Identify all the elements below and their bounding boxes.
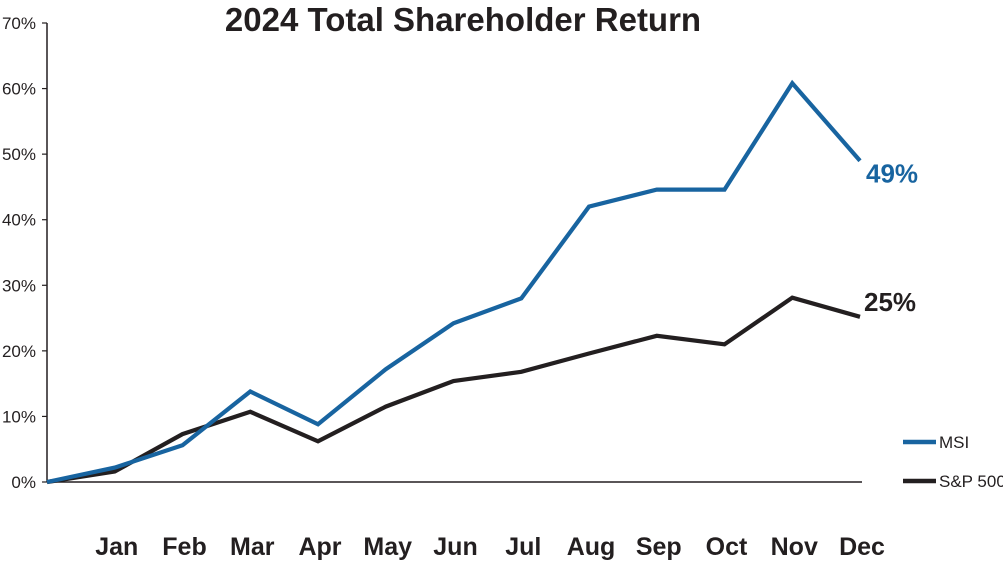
x-tick-label: Nov: [771, 533, 818, 561]
y-tick-label: 50%: [2, 145, 36, 164]
legend-label: S&P 500: [939, 472, 1003, 491]
y-tick-label: 30%: [2, 276, 36, 295]
x-axis: Jan Feb Mar Apr May Jun Jul Aug Sep Oct Nov Dec: [47, 481, 885, 561]
x-tick-label: Jul: [505, 533, 541, 561]
y-tick-label: 10%: [2, 407, 36, 426]
x-tick-label: Feb: [162, 533, 206, 561]
y-axis: 0% 10% 20% 30% 40% 50% 60% 70%: [2, 14, 48, 492]
x-tick-label: Apr: [298, 533, 341, 561]
end-label-msi: 49%: [866, 159, 918, 189]
series-line-s-p-500: [46, 295, 861, 485]
x-tick-label: Jan: [95, 533, 138, 561]
chart-title: 2024 Total Shareholder Return: [225, 1, 701, 38]
x-tick-label: Aug: [567, 533, 616, 561]
series-line-msi: [46, 79, 862, 485]
x-tick-label: Dec: [839, 533, 885, 561]
legend-label: MSI: [939, 433, 969, 452]
x-tick-label: Jun: [433, 533, 477, 561]
y-tick-label: 0%: [11, 473, 36, 492]
series-group: [46, 79, 862, 485]
x-tick-label: Sep: [636, 533, 682, 561]
legend: MSI S&P 500: [903, 433, 1003, 491]
x-tick-label: May: [363, 533, 412, 561]
x-tick-label: Mar: [230, 533, 275, 561]
y-tick-label: 60%: [2, 80, 36, 99]
y-tick-label: 70%: [2, 14, 36, 33]
y-tick-label: 20%: [2, 342, 36, 361]
end-label-s-p-500: 25%: [864, 287, 916, 317]
y-tick-label: 40%: [2, 211, 36, 230]
x-tick-label: Oct: [706, 533, 748, 561]
end-labels: 49% 25%: [864, 159, 918, 317]
